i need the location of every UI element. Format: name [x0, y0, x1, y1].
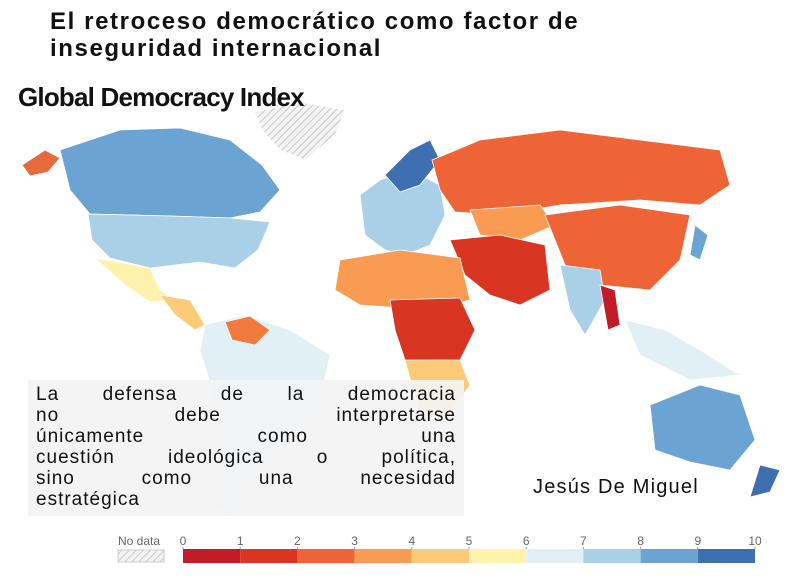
legend-bin [240, 549, 298, 563]
legend-bin [640, 549, 698, 563]
legend-tick-label: 9 [694, 534, 701, 548]
venezuela [224, 315, 271, 346]
legend-bin [583, 549, 641, 563]
legend-tick-label: 3 [351, 534, 358, 548]
no-data-swatch [117, 549, 165, 563]
myanmar [599, 284, 621, 331]
middle-east [449, 234, 551, 306]
legend-tick-label: 4 [408, 534, 415, 548]
quote-line: sino como una necesidad [36, 468, 456, 489]
legend-bin [297, 549, 355, 563]
russia [431, 129, 731, 216]
alaska [21, 149, 61, 177]
quote-box: La defensa de la democracia no debe inter… [28, 380, 464, 516]
no-data-label: No data [118, 534, 160, 548]
title-line: El retroceso democrático como factor de [50, 8, 580, 35]
author: Jesús De Miguel [533, 476, 699, 498]
legend: No data 0 1 2 3 4 5 6 7 8 9 10 [117, 534, 762, 563]
greenland [254, 101, 346, 161]
legend-bin [526, 549, 584, 563]
australia [649, 384, 756, 471]
legend-bin [183, 549, 241, 563]
kazakhstan [469, 204, 556, 241]
legend-tick-label: 6 [523, 534, 530, 548]
quote-line: únicamente como una [36, 426, 456, 447]
quote-line: cuestión ideológica o política, [36, 447, 456, 468]
legend-tick-label: 0 [180, 534, 187, 548]
legend-tick-label: 7 [580, 534, 587, 548]
legend-tick-label: 2 [294, 534, 301, 548]
legend-bin [354, 549, 412, 563]
legend-tick-label: 8 [637, 534, 644, 548]
legend-bin [411, 549, 469, 563]
legend-bin [469, 549, 527, 563]
india [559, 264, 606, 336]
legend-tick-label: 5 [466, 534, 473, 548]
quote-line: no debe interpretarse [36, 405, 456, 426]
canada [59, 127, 281, 219]
legend-tick-label: 10 [748, 534, 762, 548]
quote-line: La defensa de la democracia [36, 384, 456, 405]
japan [689, 224, 709, 261]
southeast-asia [624, 319, 742, 381]
title-line: inseguridad internacional [50, 35, 383, 62]
new-zealand [749, 464, 781, 498]
legend-tick-label: 1 [237, 534, 244, 548]
quote-line: estratégica [36, 489, 140, 510]
usa [87, 213, 271, 269]
central-america [159, 294, 206, 331]
map-title: Global Democracy Index [18, 82, 305, 112]
legend-bin [697, 549, 755, 563]
